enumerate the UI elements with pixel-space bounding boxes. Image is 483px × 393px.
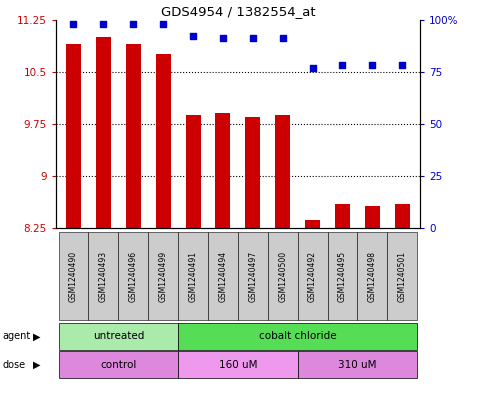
Text: GSM1240495: GSM1240495 — [338, 250, 347, 302]
Bar — [66, 44, 81, 228]
Title: GDS4954 / 1382554_at: GDS4954 / 1382554_at — [160, 6, 315, 18]
Bar — [156, 54, 170, 228]
Bar — [245, 117, 260, 228]
Text: ▶: ▶ — [33, 331, 41, 342]
Text: ▶: ▶ — [33, 360, 41, 370]
Text: GSM1240496: GSM1240496 — [129, 250, 138, 302]
Text: GSM1240490: GSM1240490 — [69, 250, 78, 302]
Bar — [395, 204, 410, 228]
Text: GSM1240492: GSM1240492 — [308, 251, 317, 301]
Bar — [305, 220, 320, 228]
Bar — [185, 116, 200, 228]
Text: GSM1240499: GSM1240499 — [158, 250, 168, 302]
Text: agent: agent — [2, 331, 30, 342]
Text: untreated: untreated — [93, 331, 144, 342]
Text: 160 uM: 160 uM — [219, 360, 257, 370]
Point — [339, 62, 346, 69]
Point — [309, 64, 316, 71]
Point — [249, 35, 256, 42]
Text: GSM1240501: GSM1240501 — [398, 251, 407, 301]
Bar — [96, 37, 111, 228]
Bar — [126, 44, 141, 228]
Point — [159, 21, 167, 27]
Point — [99, 21, 107, 27]
Point — [279, 35, 286, 42]
Point — [70, 21, 77, 27]
Text: cobalt chloride: cobalt chloride — [259, 331, 337, 342]
Text: GSM1240491: GSM1240491 — [188, 251, 198, 301]
Text: GSM1240498: GSM1240498 — [368, 251, 377, 301]
Point — [398, 62, 406, 69]
Text: dose: dose — [2, 360, 26, 370]
Point — [219, 35, 227, 42]
Text: GSM1240497: GSM1240497 — [248, 250, 257, 302]
Text: GSM1240494: GSM1240494 — [218, 250, 227, 302]
Bar — [335, 204, 350, 228]
Bar — [365, 206, 380, 228]
Text: GSM1240500: GSM1240500 — [278, 250, 287, 302]
Point — [129, 21, 137, 27]
Text: GSM1240493: GSM1240493 — [99, 250, 108, 302]
Text: 310 uM: 310 uM — [338, 360, 377, 370]
Bar — [275, 116, 290, 228]
Text: control: control — [100, 360, 137, 370]
Point — [189, 33, 197, 39]
Point — [369, 62, 376, 69]
Bar — [215, 114, 230, 228]
